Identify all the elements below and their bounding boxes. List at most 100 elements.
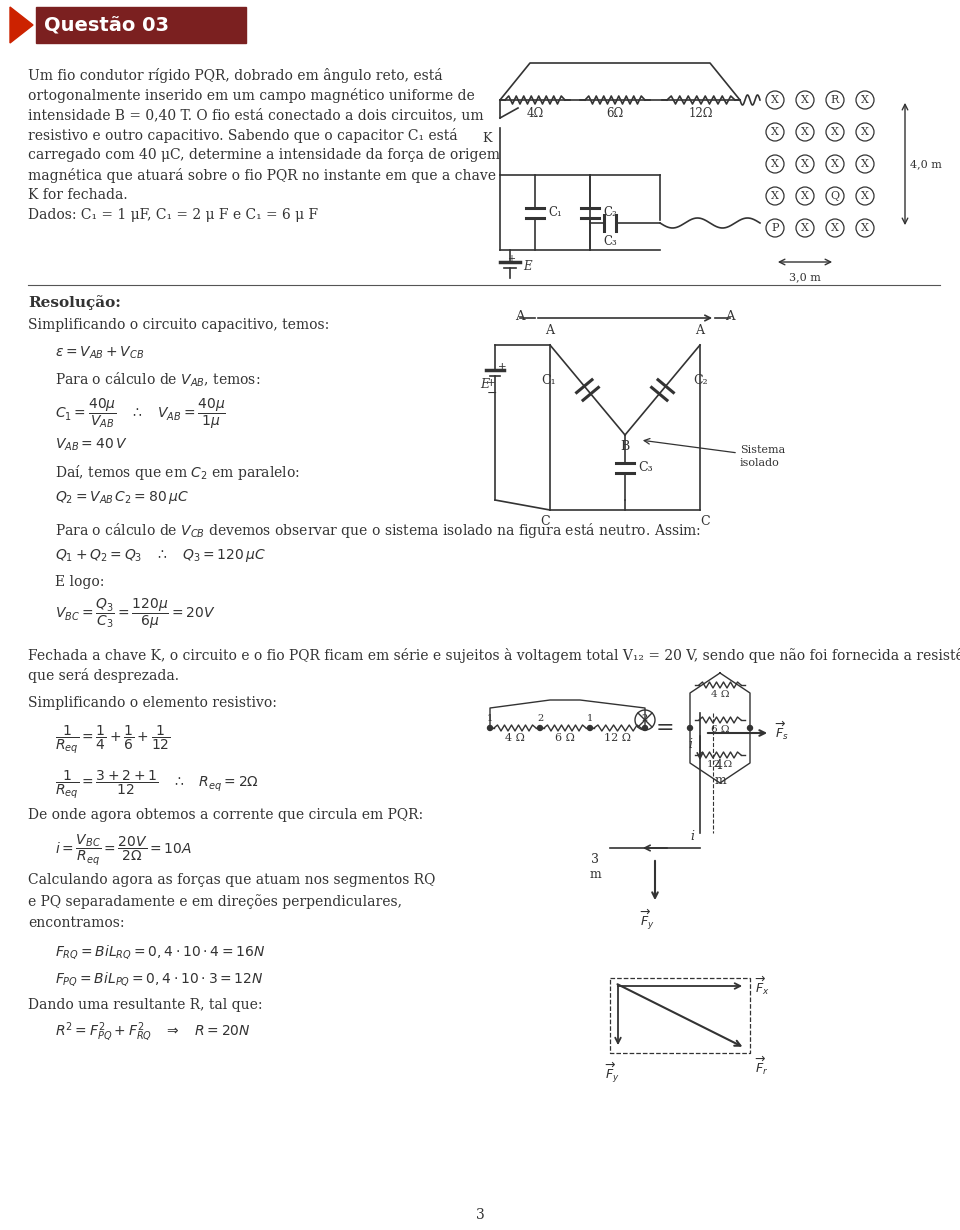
Text: $R^2 = F_{PQ}^2 + F_{RQ}^2$   $\Rightarrow$   $R = 20N$: $R^2 = F_{PQ}^2 + F_{RQ}^2$ $\Rightarrow… [55,1021,251,1044]
Text: 4 Ω: 4 Ω [710,690,730,699]
Text: K for fechada.: K for fechada. [28,188,128,202]
Text: C: C [700,515,709,528]
Text: A: A [516,310,525,323]
Text: B: B [620,440,630,453]
Text: X: X [771,95,779,105]
Text: X: X [831,127,839,137]
Text: $Q_2=V_{AB}\,C_2=80\,\mu C$: $Q_2=V_{AB}\,C_2=80\,\mu C$ [55,490,189,506]
Text: Fechada a chave K, o circuito e o fio PQR ficam em série e sujeitos à voltagem t: Fechada a chave K, o circuito e o fio PQ… [28,648,960,663]
Text: X: X [861,127,869,137]
Text: X: X [801,159,809,169]
Text: E logo:: E logo: [55,574,105,589]
Text: 3,0 m: 3,0 m [789,272,821,282]
Text: Calculando agora as forças que atuam nos segmentos RQ
e PQ separadamente e em di: Calculando agora as forças que atuam nos… [28,873,436,930]
Text: =: = [656,718,674,738]
Text: $\varepsilon = V_{AB} + V_{CB}$: $\varepsilon = V_{AB} + V_{CB}$ [55,344,144,362]
Text: C₁: C₁ [548,205,562,219]
Text: Para o cálculo de $V_{AB}$, temos:: Para o cálculo de $V_{AB}$, temos: [55,371,260,390]
Text: 6 Ω: 6 Ω [710,724,730,734]
Text: $\overrightarrow{F}_y$: $\overrightarrow{F}_y$ [605,1061,620,1085]
Text: 12 Ω: 12 Ω [708,760,732,769]
Text: X: X [771,191,779,200]
Text: X: X [801,95,809,105]
Text: X: X [771,127,779,137]
Text: $\dfrac{1}{R_{eq}} = \dfrac{3+2+1}{12}$   $\therefore$   $R_{eq} = 2\Omega$: $\dfrac{1}{R_{eq}} = \dfrac{3+2+1}{12}$ … [55,768,259,801]
Text: $C_1=\dfrac{40\mu}{V_{AB}}$   $\therefore$   $V_{AB}=\dfrac{40\mu}{1\mu}$: $C_1=\dfrac{40\mu}{V_{AB}}$ $\therefore$… [55,397,226,432]
Text: X: X [861,95,869,105]
Text: X: X [831,159,839,169]
Text: Daí, temos que em $C_2$ em paralelo:: Daí, temos que em $C_2$ em paralelo: [55,462,300,482]
Text: Q: Q [830,191,840,200]
Text: +: + [487,378,495,387]
Text: 6Ω: 6Ω [607,107,624,121]
Text: i: i [690,829,694,843]
Text: K: K [482,132,492,145]
Text: $\overrightarrow{F}_x$: $\overrightarrow{F}_x$ [755,975,770,998]
Text: X: X [831,223,839,232]
Text: i: i [688,738,692,752]
Text: X: X [771,159,779,169]
Circle shape [748,726,753,731]
Circle shape [687,726,692,731]
Text: −: − [487,386,497,400]
Text: +: + [498,362,507,371]
Circle shape [642,726,647,731]
Text: X: X [801,223,809,232]
Text: Dados: C₁ = 1 μF, C₁ = 2 μ F e C₁ = 6 μ F: Dados: C₁ = 1 μF, C₁ = 2 μ F e C₁ = 6 μ … [28,208,318,221]
Text: 2: 2 [537,713,543,723]
Text: que será desprezada.: que será desprezada. [28,668,179,683]
Text: 12Ω: 12Ω [688,107,713,121]
Text: Para o cálculo de $V_{CB}$ devemos observar que o sistema isolado na figura está: Para o cálculo de $V_{CB}$ devemos obser… [55,522,701,540]
Text: 4 Ω: 4 Ω [505,733,525,743]
Text: +: + [507,255,515,264]
Text: P: P [771,223,779,232]
Circle shape [488,726,492,731]
Text: A: A [725,310,734,323]
Circle shape [588,726,592,731]
Text: 2: 2 [642,713,648,723]
Text: $\dfrac{1}{R_{eq}} = \dfrac{1}{4} + \dfrac{1}{6} + \dfrac{1}{12}$: $\dfrac{1}{R_{eq}} = \dfrac{1}{4} + \dfr… [55,723,171,755]
Text: $V_{AB}=40\,V$: $V_{AB}=40\,V$ [55,437,128,454]
Text: Resolução:: Resolução: [28,295,121,310]
Text: $\overrightarrow{F}_s$: $\overrightarrow{F}_s$ [775,720,789,742]
Text: carregado com 40 μC, determine a intensidade da força de origem: carregado com 40 μC, determine a intensi… [28,148,500,162]
Text: $i = \dfrac{V_{BC}}{R_{eq}} = \dfrac{20V}{2\Omega} = 10A$: $i = \dfrac{V_{BC}}{R_{eq}} = \dfrac{20V… [55,833,192,868]
Text: X: X [801,191,809,200]
Text: E: E [523,260,532,273]
Text: A: A [695,323,705,337]
Text: 1: 1 [587,713,593,723]
Text: $Q_1+Q_2=Q_3$   $\therefore$   $Q_3=120\,\mu C$: $Q_1+Q_2=Q_3$ $\therefore$ $Q_3=120\,\mu… [55,547,266,565]
Text: Questão 03: Questão 03 [44,16,169,34]
Text: resistivo e outro capacitivo. Sabendo que o capacitor C₁ está: resistivo e outro capacitivo. Sabendo qu… [28,128,458,143]
Bar [36,7,246,43]
Text: De onde agora obtemos a corrente que circula em PQR:: De onde agora obtemos a corrente que cir… [28,808,423,822]
Text: C₁: C₁ [541,374,556,387]
Text: $\overrightarrow{F}_y$: $\overrightarrow{F}_y$ [640,908,655,932]
Text: 12 Ω: 12 Ω [604,733,631,743]
Circle shape [538,726,542,731]
Text: $F_{RQ} = BiL_{RQ} = 0,4\cdot10\cdot4 = 16N$: $F_{RQ} = BiL_{RQ} = 0,4\cdot10\cdot4 = … [55,943,265,961]
Text: magnética que atuará sobre o fio PQR no instante em que a chave: magnética que atuará sobre o fio PQR no … [28,169,496,183]
Text: Simplificando o elemento resistivo:: Simplificando o elemento resistivo: [28,696,276,710]
Text: Dando uma resultante R, tal que:: Dando uma resultante R, tal que: [28,998,262,1012]
Text: 4
m: 4 m [715,759,727,787]
Text: C: C [540,515,550,528]
Text: $V_{BC}=\dfrac{Q_3}{C_3}=\dfrac{120\mu}{6\mu}=20V$: $V_{BC}=\dfrac{Q_3}{C_3}=\dfrac{120\mu}{… [55,597,216,631]
Text: X: X [801,127,809,137]
Text: E: E [480,379,490,391]
Text: 3
m: 3 m [589,852,601,881]
Text: X: X [861,191,869,200]
Text: R: R [830,95,839,105]
Text: 6 Ω: 6 Ω [555,733,575,743]
Text: intensidade B = 0,40 T. O fio está conectado a dois circuitos, um: intensidade B = 0,40 T. O fio está conec… [28,108,484,122]
Text: C₂: C₂ [694,374,708,387]
Text: C₃: C₃ [603,235,617,248]
Polygon shape [10,7,33,43]
Text: A: A [545,323,555,337]
Text: $\overrightarrow{F}_r$: $\overrightarrow{F}_r$ [755,1055,769,1077]
Text: 1: 1 [487,713,493,723]
Text: 4Ω: 4Ω [526,107,543,121]
Text: Simplificando o circuito capacitivo, temos:: Simplificando o circuito capacitivo, tem… [28,319,329,332]
Text: $F_{PQ} = BiL_{PQ} = 0,4\cdot10\cdot3 = 12N$: $F_{PQ} = BiL_{PQ} = 0,4\cdot10\cdot3 = … [55,970,264,988]
Text: C₃: C₃ [638,461,653,474]
